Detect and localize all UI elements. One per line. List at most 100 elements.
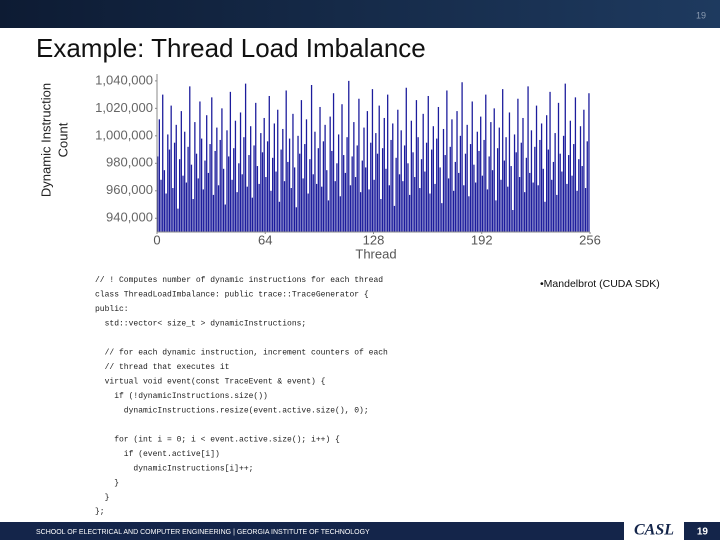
bar bbox=[419, 188, 421, 232]
bar bbox=[424, 171, 426, 232]
bar bbox=[474, 182, 477, 232]
bar bbox=[525, 157, 528, 232]
bar bbox=[387, 94, 389, 232]
bar bbox=[380, 199, 382, 232]
bar bbox=[348, 80, 350, 232]
bar bbox=[431, 149, 433, 232]
bar bbox=[378, 105, 380, 232]
bar bbox=[469, 144, 472, 232]
bar bbox=[446, 90, 448, 232]
bar bbox=[315, 183, 318, 232]
bar bbox=[524, 192, 526, 232]
bar bbox=[503, 160, 506, 232]
bar bbox=[554, 133, 556, 232]
bar bbox=[236, 192, 238, 232]
bar bbox=[564, 83, 566, 232]
bar bbox=[365, 167, 367, 232]
bar bbox=[233, 148, 235, 232]
bar bbox=[207, 172, 210, 232]
bar bbox=[544, 201, 546, 232]
bar bbox=[459, 135, 462, 232]
bar bbox=[268, 95, 270, 232]
bar bbox=[370, 142, 372, 232]
x-tick-label: 256 bbox=[579, 232, 601, 247]
bar bbox=[573, 144, 575, 232]
bar bbox=[392, 123, 394, 232]
bar bbox=[304, 144, 306, 232]
bar bbox=[265, 177, 267, 232]
bar bbox=[415, 100, 418, 233]
bar bbox=[261, 152, 264, 232]
code-line: for (int i = 0; i < event.active.size();… bbox=[95, 436, 340, 445]
bar bbox=[515, 152, 517, 232]
bar bbox=[437, 106, 440, 232]
bar bbox=[530, 130, 533, 232]
bar bbox=[529, 172, 531, 232]
bar bbox=[295, 207, 297, 232]
bar bbox=[283, 181, 286, 232]
bar bbox=[309, 159, 311, 232]
bar bbox=[366, 111, 369, 232]
bar bbox=[456, 111, 458, 232]
bar bbox=[417, 137, 419, 232]
footer-bar bbox=[0, 522, 720, 540]
bar bbox=[532, 182, 534, 232]
bar bbox=[444, 155, 446, 232]
bar bbox=[471, 101, 473, 232]
bar bbox=[331, 150, 333, 232]
bar bbox=[478, 150, 480, 232]
bar bbox=[197, 178, 199, 232]
page-number: 19 bbox=[696, 10, 706, 20]
x-tick-label: 192 bbox=[471, 232, 493, 247]
bar bbox=[165, 193, 167, 232]
bar bbox=[337, 134, 340, 232]
bar bbox=[241, 174, 243, 232]
bar bbox=[229, 91, 232, 232]
logo: CASL bbox=[634, 522, 674, 539]
bar bbox=[200, 138, 203, 232]
bar bbox=[508, 112, 511, 232]
bar bbox=[248, 155, 250, 232]
y-tick-label: 1,020,000 bbox=[95, 100, 153, 115]
bar bbox=[343, 155, 345, 232]
bar bbox=[522, 117, 524, 232]
footer-text: SCHOOL OF ELECTRICAL AND COMPUTER ENGINE… bbox=[36, 529, 370, 536]
bar bbox=[327, 200, 330, 232]
bar bbox=[243, 137, 245, 232]
bar bbox=[461, 82, 463, 233]
bar bbox=[512, 210, 514, 232]
bar bbox=[226, 130, 228, 232]
bar bbox=[300, 100, 303, 233]
code-line: std::vector< size_t > dynamicInstruction… bbox=[95, 319, 306, 328]
bar bbox=[403, 145, 406, 232]
bar bbox=[552, 161, 555, 232]
bar bbox=[324, 124, 326, 232]
bar bbox=[549, 91, 551, 232]
y-axis-label: Dynamic Instruction bbox=[38, 83, 53, 197]
x-tick-label: 0 bbox=[153, 232, 160, 247]
bar bbox=[359, 192, 362, 232]
bar bbox=[496, 148, 499, 232]
bar bbox=[395, 157, 397, 232]
bar bbox=[422, 113, 424, 232]
bar bbox=[442, 128, 445, 232]
y-axis-label: Count bbox=[55, 122, 70, 157]
code-line: // ! Computes number of dynamic instruct… bbox=[95, 276, 383, 285]
bar bbox=[481, 175, 484, 232]
bar bbox=[182, 175, 184, 232]
bar bbox=[534, 146, 536, 232]
bar bbox=[253, 145, 255, 232]
bar bbox=[535, 105, 538, 232]
bar bbox=[383, 117, 385, 232]
bar bbox=[485, 94, 487, 232]
bar bbox=[576, 190, 578, 232]
bar bbox=[168, 149, 171, 232]
bar bbox=[513, 134, 516, 232]
bar bbox=[351, 156, 353, 232]
bar bbox=[273, 123, 275, 232]
bar bbox=[310, 84, 313, 232]
bar bbox=[507, 186, 509, 232]
bar bbox=[486, 189, 489, 232]
bar bbox=[483, 139, 485, 232]
